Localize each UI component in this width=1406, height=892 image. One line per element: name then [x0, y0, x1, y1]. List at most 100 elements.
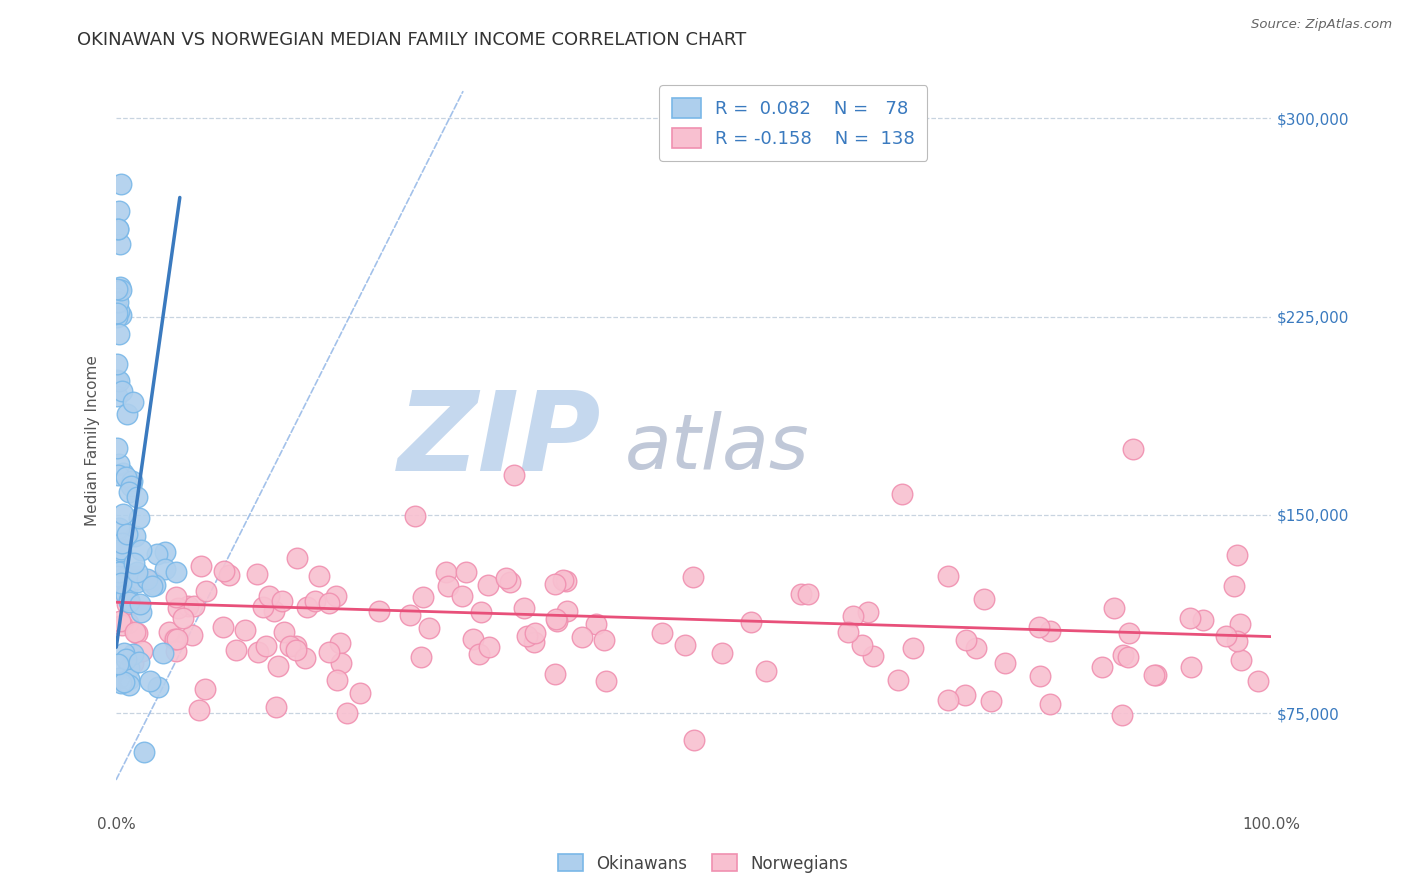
Point	[138, 674, 160, 689]
Point	[1111, 707, 1133, 722]
Point	[172, 611, 194, 625]
Point	[128, 511, 150, 525]
Point	[128, 655, 150, 669]
Point	[165, 632, 187, 647]
Point	[1039, 698, 1062, 712]
Point	[165, 565, 187, 579]
Point	[858, 605, 880, 619]
Point	[108, 327, 131, 342]
Point	[478, 640, 501, 654]
Point	[544, 667, 567, 681]
Point	[1226, 548, 1249, 562]
Point	[218, 568, 240, 582]
Point	[409, 649, 432, 664]
Point	[349, 686, 371, 700]
Point	[1226, 634, 1249, 648]
Point	[139, 574, 162, 588]
Point	[308, 569, 330, 583]
Point	[110, 280, 132, 294]
Legend: Okinawans, Norwegians: Okinawans, Norwegians	[551, 847, 855, 880]
Point	[434, 565, 457, 579]
Point	[502, 468, 524, 483]
Point	[105, 568, 128, 582]
Point	[1028, 620, 1050, 634]
Point	[270, 593, 292, 607]
Point	[124, 528, 146, 542]
Point	[125, 565, 148, 579]
Point	[122, 395, 145, 409]
Point	[146, 547, 169, 561]
Point	[797, 587, 820, 601]
Point	[1192, 613, 1215, 627]
Point	[862, 649, 884, 664]
Y-axis label: Median Family Income: Median Family Income	[86, 355, 100, 526]
Point	[247, 645, 270, 659]
Point	[318, 645, 340, 659]
Point	[1102, 600, 1125, 615]
Point	[285, 551, 308, 566]
Point	[118, 595, 141, 609]
Point	[254, 639, 277, 653]
Point	[167, 601, 190, 615]
Point	[108, 374, 131, 388]
Point	[1039, 624, 1062, 639]
Point	[105, 441, 128, 455]
Point	[112, 647, 135, 661]
Point	[115, 597, 138, 611]
Point	[122, 647, 145, 661]
Point	[115, 407, 138, 421]
Point	[114, 469, 136, 483]
Point	[412, 590, 434, 604]
Point	[111, 536, 134, 550]
Point	[1142, 667, 1164, 681]
Point	[851, 638, 873, 652]
Point	[1180, 660, 1202, 674]
Point	[115, 527, 138, 541]
Point	[546, 612, 568, 626]
Point	[553, 573, 575, 587]
Point	[110, 309, 132, 323]
Point	[955, 688, 977, 702]
Point	[673, 638, 696, 652]
Point	[143, 578, 166, 592]
Point	[252, 600, 274, 615]
Point	[105, 389, 128, 403]
Point	[278, 640, 301, 654]
Point	[107, 671, 129, 685]
Point	[146, 681, 169, 695]
Text: ZIP: ZIP	[398, 387, 602, 494]
Point	[955, 632, 977, 647]
Point	[105, 282, 128, 296]
Point	[367, 604, 389, 618]
Point	[108, 615, 131, 629]
Point	[195, 584, 218, 599]
Point	[125, 626, 148, 640]
Point	[110, 676, 132, 690]
Point	[124, 625, 146, 640]
Point	[593, 633, 616, 648]
Point	[118, 678, 141, 692]
Point	[212, 564, 235, 578]
Point	[127, 572, 149, 586]
Point	[980, 693, 1002, 707]
Point	[682, 570, 704, 584]
Point	[105, 357, 128, 371]
Point	[936, 693, 959, 707]
Point	[755, 664, 778, 678]
Point	[463, 632, 485, 647]
Point	[994, 656, 1017, 670]
Point	[1180, 611, 1202, 625]
Point	[267, 659, 290, 673]
Point	[936, 568, 959, 582]
Point	[571, 630, 593, 644]
Point	[555, 604, 578, 618]
Point	[585, 617, 607, 632]
Point	[181, 628, 204, 642]
Point	[125, 575, 148, 590]
Point	[194, 682, 217, 697]
Point	[1229, 616, 1251, 631]
Point	[131, 644, 153, 658]
Point	[973, 591, 995, 606]
Point	[152, 646, 174, 660]
Point	[524, 625, 547, 640]
